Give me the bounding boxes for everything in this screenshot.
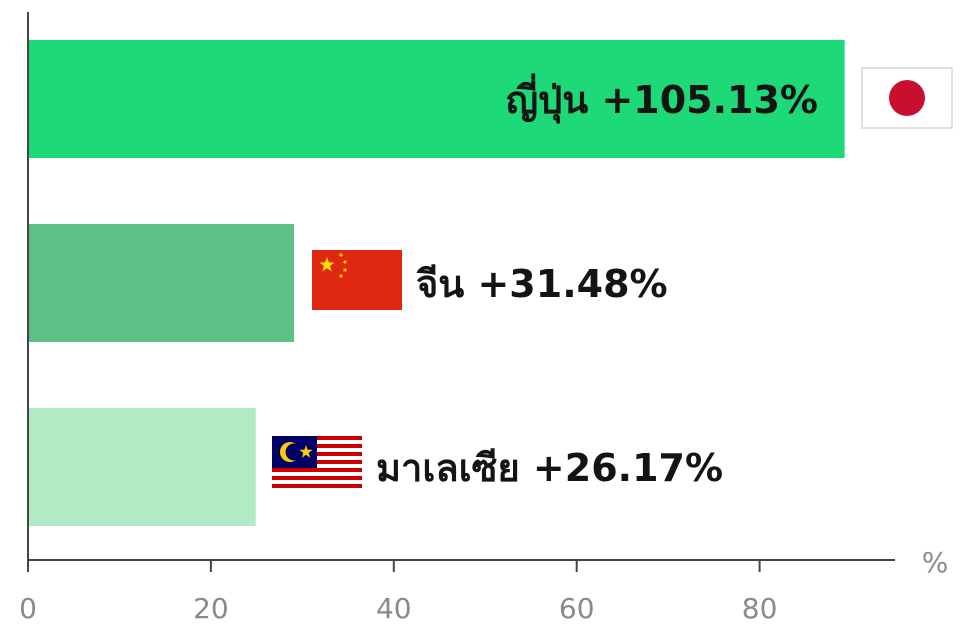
bar-1 — [28, 40, 845, 158]
axes-group — [27, 12, 895, 561]
flags-group — [272, 67, 953, 492]
x-ticks-group: 0 20 40 60 80 — [19, 560, 777, 625]
bar-value-label-3: มาเลเซีย +26.17% — [376, 446, 723, 490]
bar-value-label-2: จีน +31.48% — [416, 262, 668, 306]
japan-flag-icon — [861, 67, 953, 129]
bar-2 — [28, 224, 295, 342]
x-tick-label: 80 — [742, 592, 778, 625]
bar-value-label-1: ญี่ปุ่น +105.13% — [506, 73, 818, 124]
x-tick-label: 0 — [19, 592, 37, 625]
bar-labels-group: ญี่ปุ่น +105.13% จีน +31.48% มาเลเซีย +26.… — [376, 73, 818, 490]
x-tick-label: 60 — [559, 592, 595, 625]
malaysia-flag-icon — [272, 436, 362, 492]
x-tick-label: 40 — [376, 592, 412, 625]
bar-3 — [28, 408, 256, 526]
x-unit-label: % — [922, 546, 949, 579]
china-flag-icon — [312, 250, 402, 310]
bars-group — [28, 40, 845, 526]
x-tick-label: 20 — [193, 592, 229, 625]
